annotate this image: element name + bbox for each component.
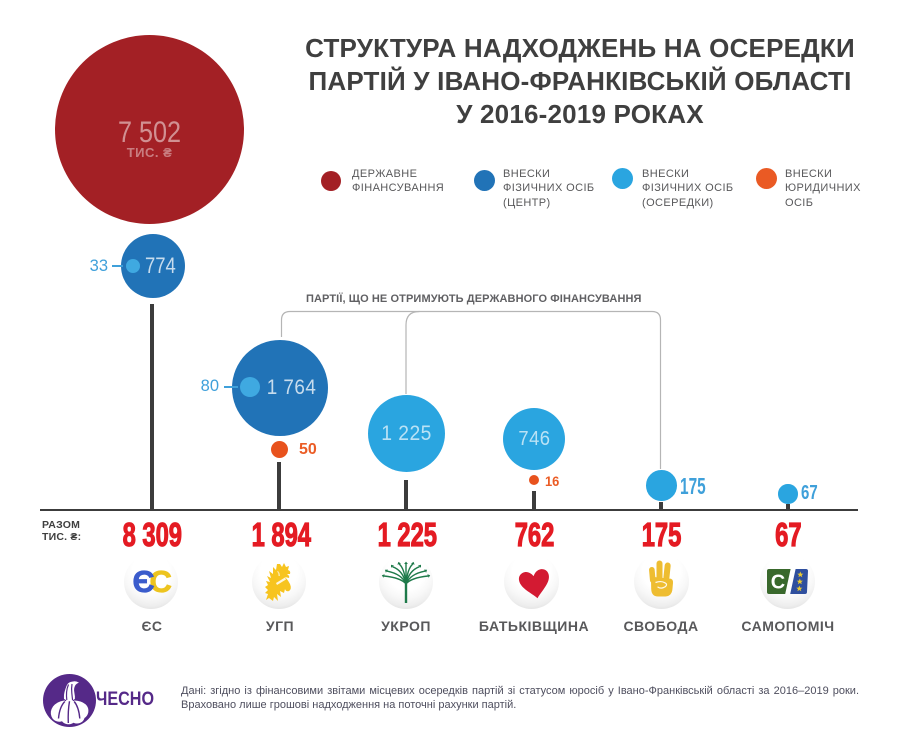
svg-text:C: C [771,572,785,594]
